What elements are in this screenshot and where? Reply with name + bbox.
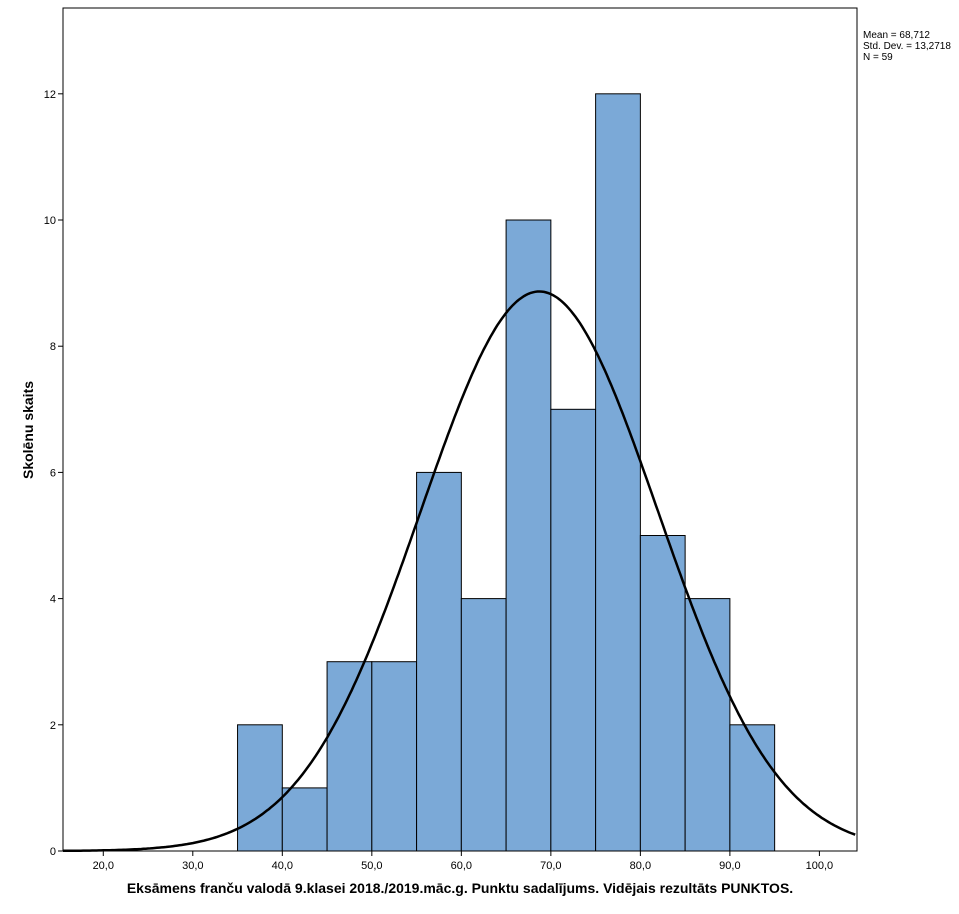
histogram-bar xyxy=(416,471,462,852)
y-tick-label: 0 xyxy=(50,846,56,858)
x-axis-label: Eksāmens franču valodā 9.klasei 2018./20… xyxy=(127,880,793,896)
x-tick-label: 20,0 xyxy=(93,860,114,872)
y-tick-label: 6 xyxy=(50,467,56,479)
x-tick-label: 50,0 xyxy=(361,860,382,872)
x-tick-label: 40,0 xyxy=(272,860,293,872)
y-axis-label: Skolēnu skaits xyxy=(20,381,36,479)
histogram-bar xyxy=(729,724,776,852)
histogram-bar xyxy=(550,408,597,852)
plot-frame xyxy=(62,7,858,852)
y-tick-label: 2 xyxy=(50,720,56,732)
x-tick-label: 100,0 xyxy=(806,860,834,872)
y-tick-label: 8 xyxy=(50,341,56,353)
x-tick-label: 90,0 xyxy=(719,860,740,872)
stats-legend: Mean = 68,712 Std. Dev. = 13,2718 N = 59 xyxy=(863,30,951,63)
y-tick-label: 10 xyxy=(44,215,56,227)
normal-curve xyxy=(63,290,856,853)
y-tick-label: 4 xyxy=(50,594,56,606)
histogram-bar xyxy=(237,724,283,852)
histogram-bar xyxy=(326,661,373,852)
histogram-bar xyxy=(371,661,418,852)
histogram-bar xyxy=(639,535,686,852)
x-tick-label: 60,0 xyxy=(451,860,472,872)
histogram-bar xyxy=(505,219,552,852)
x-tick-label: 30,0 xyxy=(182,860,203,872)
x-tick-label: 80,0 xyxy=(630,860,651,872)
y-axis: 0 2 4 6 8 10 12 xyxy=(44,89,63,858)
histogram-bar xyxy=(281,787,328,852)
stats-std-dev: Std. Dev. = 13,2718 xyxy=(863,41,951,52)
histogram-bar xyxy=(684,598,731,852)
y-tick-label: 12 xyxy=(44,89,56,101)
x-axis: 20,0 30,0 40,0 50,0 60,0 70,0 80,0 90,0 100,0 xyxy=(93,851,834,872)
stats-mean: Mean = 68,712 xyxy=(863,30,930,41)
bars-group xyxy=(237,93,776,852)
x-tick-label: 70,0 xyxy=(540,860,561,872)
stats-n: N = 59 xyxy=(863,52,893,63)
histogram-bar xyxy=(595,93,641,852)
histogram-bar xyxy=(460,598,507,852)
